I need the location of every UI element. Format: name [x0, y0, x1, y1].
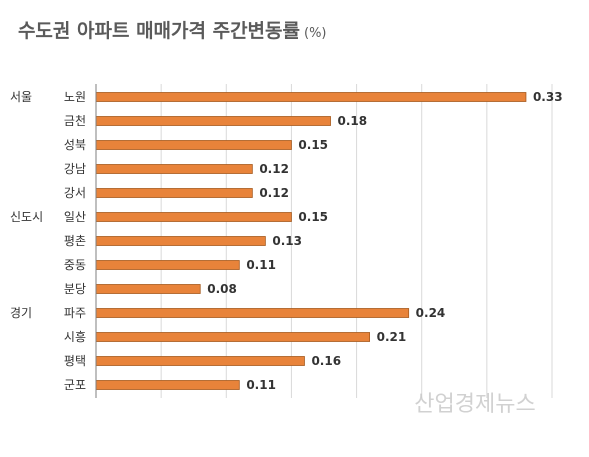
category-label: 분당 [64, 282, 86, 296]
bar [95, 236, 266, 246]
chart-title: 수도권 아파트 매매가격 주간변동률 [18, 20, 300, 42]
data-label: 0.12 [259, 162, 289, 176]
category-label: 파주 [64, 306, 86, 320]
category-label: 평촌 [64, 234, 86, 248]
watermark: 산업경제뉴스 [414, 392, 535, 417]
data-label: 0.15 [298, 210, 328, 224]
category-label: 강서 [64, 186, 86, 200]
value-labels: 0.33 0.18 0.15 0.12 0.12 0.15 0.13 0.11 0.08 0.24… [207, 90, 562, 392]
bar [95, 284, 201, 294]
category-label: 군포 [64, 378, 86, 392]
gridlines [160, 84, 553, 398]
data-label: 0.12 [259, 186, 289, 200]
category-label: 일산 [64, 210, 86, 224]
data-label: 0.08 [207, 282, 237, 296]
bar [95, 308, 410, 318]
data-label: 0.33 [533, 90, 563, 104]
data-label: 0.24 [416, 306, 446, 320]
bar [95, 380, 240, 390]
category-label: 강남 [64, 162, 86, 176]
category-label: 시흥 [64, 330, 86, 344]
bar [95, 260, 240, 270]
data-label: 0.11 [246, 258, 276, 272]
category-label: 노원 [64, 90, 86, 104]
data-label: 0.15 [298, 138, 328, 152]
bar [95, 116, 331, 126]
category-label: 성북 [64, 138, 86, 152]
group-label: 경기 [10, 306, 32, 320]
bar [95, 332, 371, 342]
bar [95, 164, 253, 174]
group-label: 신도시 [10, 210, 43, 224]
data-label: 0.11 [246, 378, 276, 392]
bar [95, 140, 292, 150]
bar [95, 212, 292, 222]
category-label: 금천 [64, 113, 86, 128]
data-label: 0.13 [272, 234, 302, 248]
category-label: 중동 [64, 258, 86, 272]
data-label: 0.21 [377, 330, 407, 344]
data-label: 0.16 [311, 354, 341, 368]
bar [95, 188, 253, 198]
category-label: 평택 [64, 354, 86, 368]
data-label: 0.18 [338, 114, 368, 128]
chart-title-unit: (%) [304, 26, 327, 41]
bar [95, 356, 305, 366]
group-label: 서울 [10, 90, 32, 104]
bar [95, 92, 527, 102]
